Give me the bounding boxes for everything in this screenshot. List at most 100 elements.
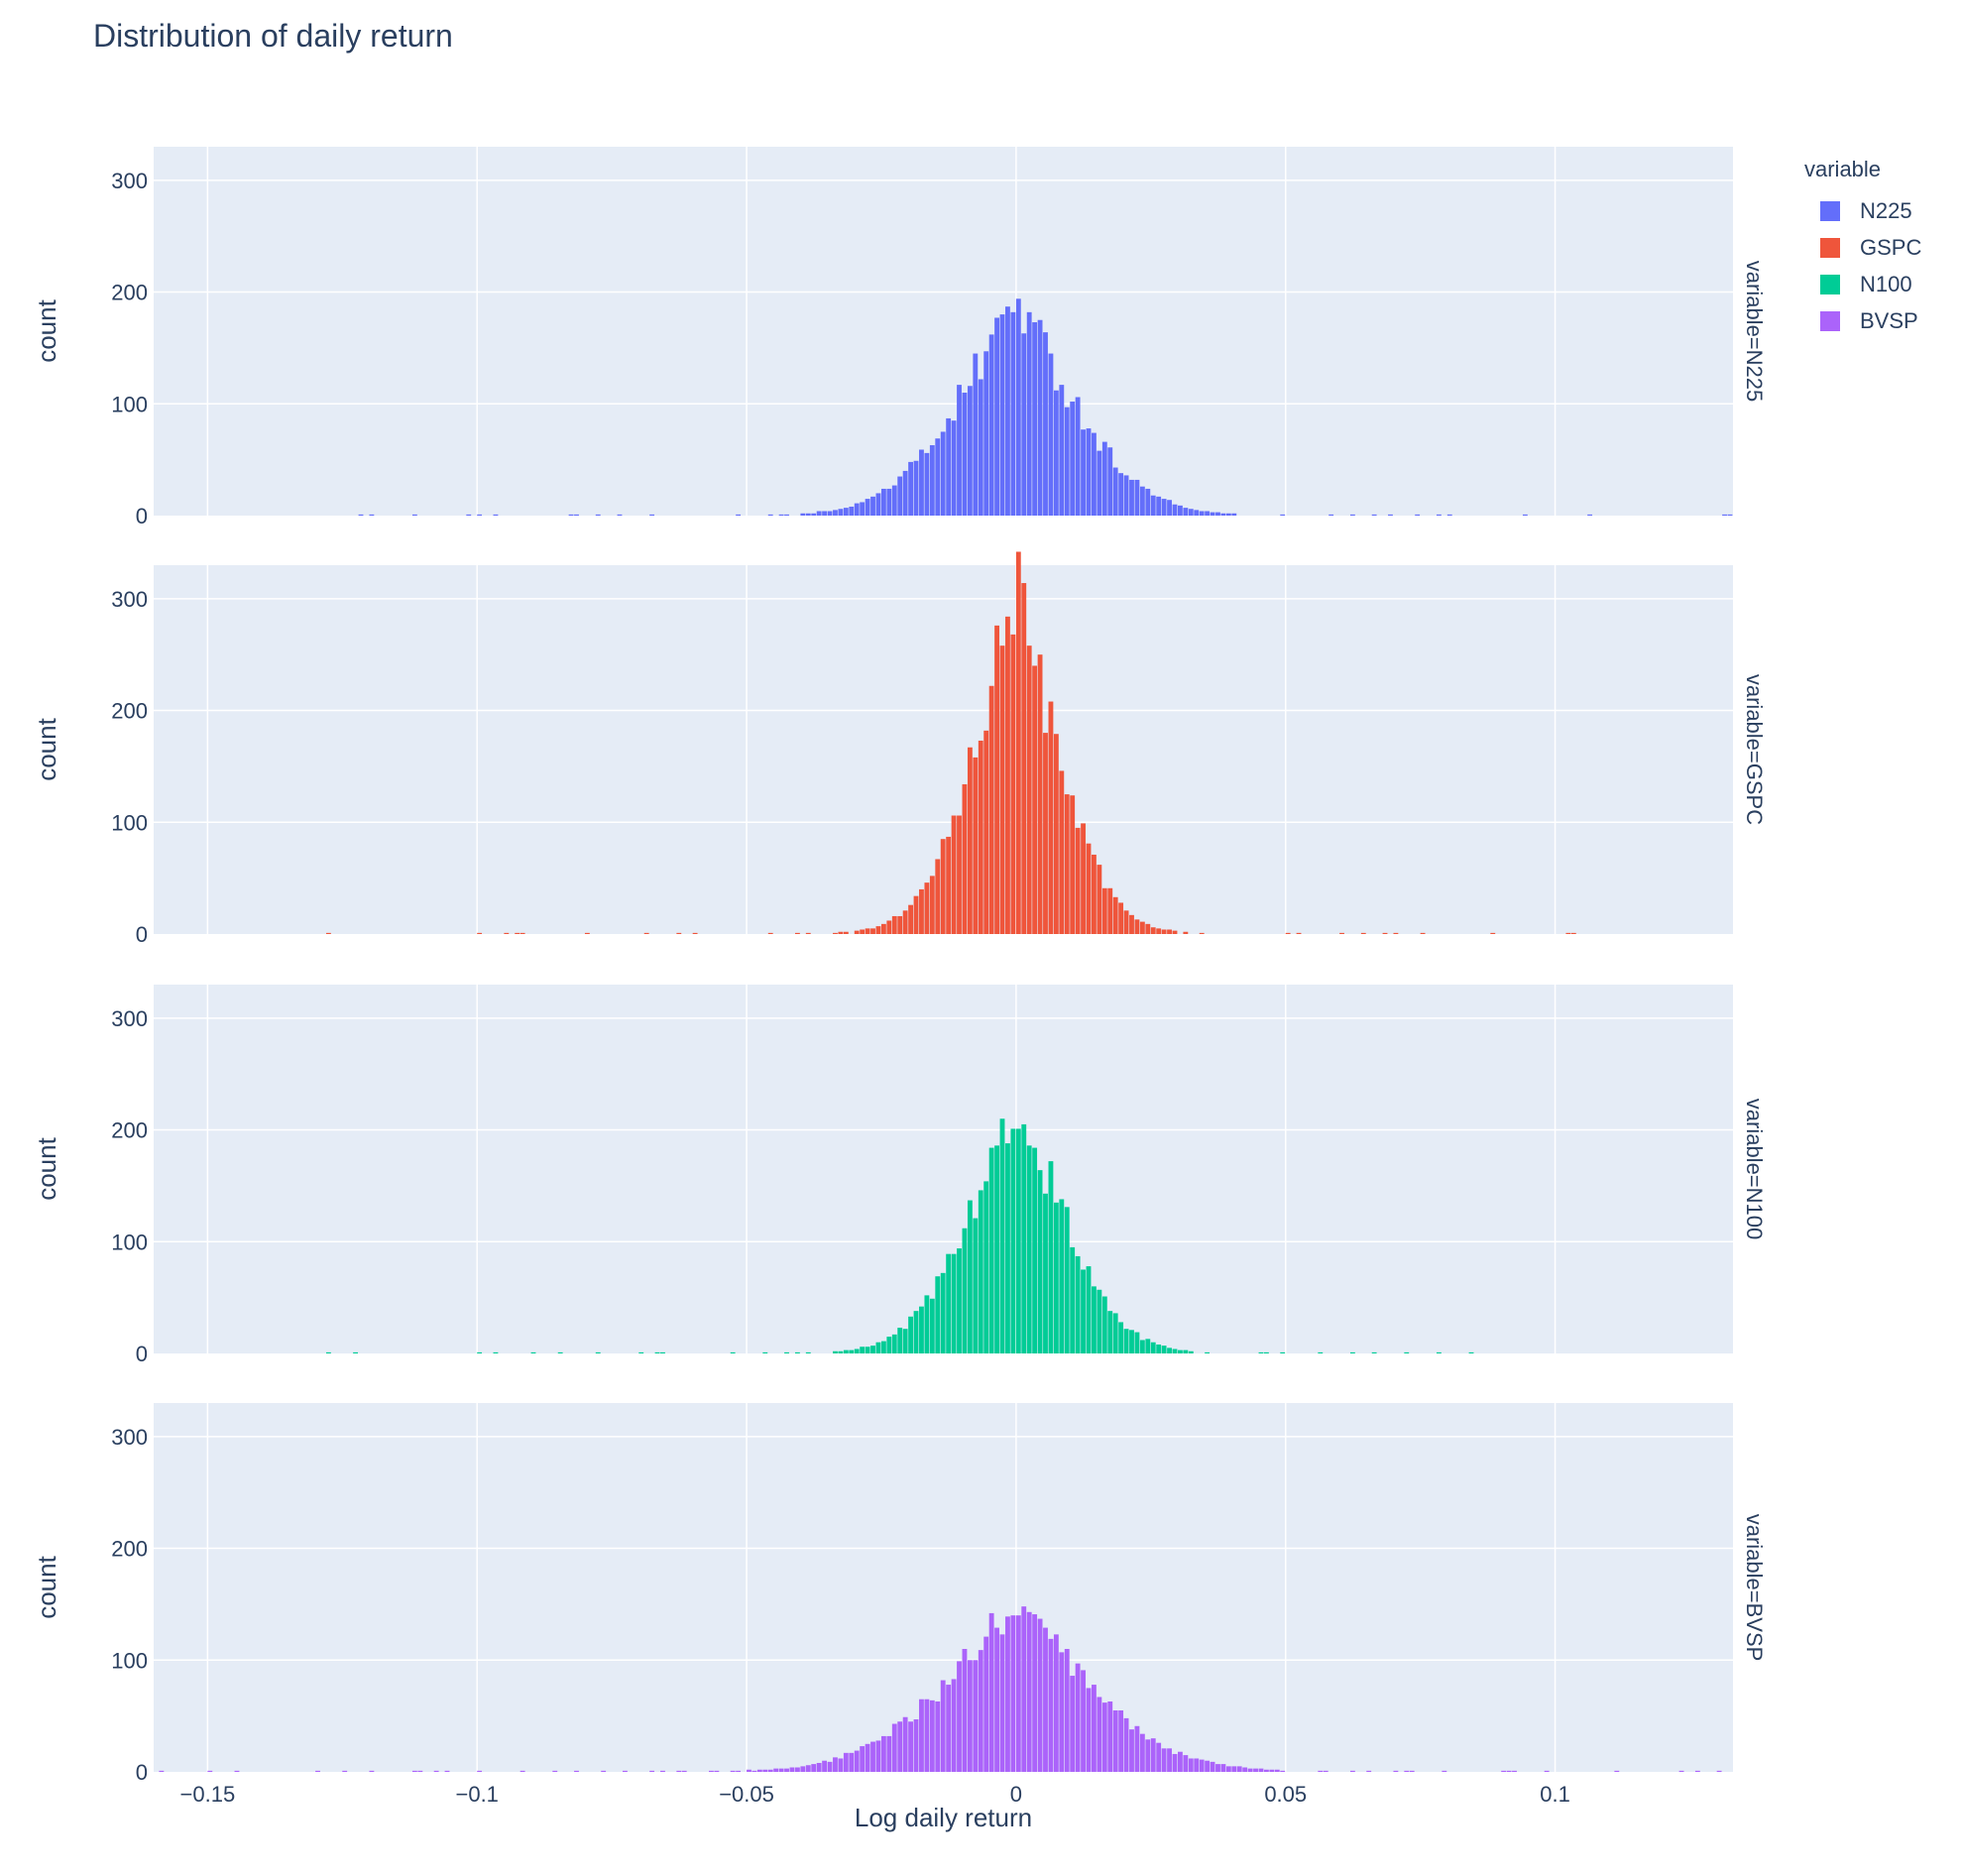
bar (838, 1350, 844, 1353)
bar (908, 904, 913, 934)
bars-gspc (325, 551, 1576, 934)
bar (1005, 306, 1010, 516)
bar (978, 1650, 983, 1772)
bar (325, 932, 331, 934)
bar (1716, 1770, 1722, 1772)
bar (967, 747, 973, 934)
legend-item-n100[interactable]: N100 (1804, 266, 1921, 302)
bar (1490, 932, 1496, 934)
bar (957, 385, 962, 516)
bar (358, 514, 364, 516)
bar (1059, 385, 1065, 516)
bar (466, 514, 472, 516)
bar (897, 1721, 903, 1772)
bar (1296, 932, 1302, 934)
bar (649, 1770, 655, 1772)
bar (1107, 1311, 1113, 1353)
bar (789, 1767, 795, 1772)
legend-item-bvsp[interactable]: BVSP (1804, 302, 1921, 339)
bar (1205, 1351, 1211, 1353)
bar (1544, 1770, 1550, 1772)
bar (875, 926, 881, 934)
bar (865, 499, 870, 516)
bar (1263, 1769, 1269, 1772)
legend[interactable]: variable N225 GSPC N100 BVSP (1804, 157, 1921, 339)
bar (1032, 1614, 1038, 1772)
bar (1150, 1738, 1156, 1772)
bar (1194, 510, 1200, 516)
bar (1188, 509, 1194, 516)
bar (838, 1758, 844, 1772)
bar (854, 930, 860, 934)
bar (1366, 1770, 1372, 1772)
bar (1086, 1688, 1092, 1772)
bar (1075, 1663, 1081, 1772)
bar (1269, 1769, 1275, 1772)
bar (493, 514, 499, 516)
bar (1161, 929, 1167, 934)
bar (1015, 1128, 1021, 1353)
bar (1032, 1147, 1038, 1353)
bar (756, 1769, 762, 1772)
bar (1010, 1615, 1016, 1772)
bar (935, 1276, 941, 1353)
bar (1468, 1351, 1474, 1353)
facet-label-n100: variable=N100 (1742, 1099, 1767, 1239)
bar (762, 1769, 768, 1772)
bar (1081, 823, 1086, 934)
bar (886, 920, 892, 934)
bar (1145, 488, 1151, 516)
bar (1053, 1634, 1059, 1772)
y-tick-label: 200 (111, 1118, 148, 1143)
bar (1225, 1766, 1231, 1772)
panel-n100: 0 100 200 300 count variable=N100 (32, 985, 1767, 1366)
bar (1210, 1761, 1215, 1772)
bar (811, 1764, 817, 1772)
bar (994, 625, 999, 934)
bar (1231, 1766, 1237, 1772)
chart-title: Distribution of daily return (93, 18, 453, 54)
y-tick-label: 0 (136, 1342, 148, 1366)
bar (1183, 931, 1189, 934)
bar (999, 1118, 1005, 1353)
bar (493, 1351, 499, 1353)
bar (595, 1351, 601, 1353)
bar (1086, 1266, 1092, 1353)
x-tick-label: −0.1 (455, 1782, 498, 1807)
y-tick-label: 200 (111, 1537, 148, 1562)
bar (794, 932, 800, 934)
bar (843, 931, 849, 934)
bar (767, 1769, 773, 1772)
bar (617, 514, 623, 516)
bar (1172, 1348, 1178, 1353)
bar (833, 1350, 838, 1353)
bar (1436, 514, 1442, 516)
bar (940, 1272, 946, 1353)
bar (747, 1769, 751, 1772)
bar (1070, 1246, 1076, 1353)
legend-item-n225[interactable]: N225 (1804, 192, 1921, 229)
bar (1075, 1255, 1081, 1353)
bar (353, 1351, 358, 1353)
bar (880, 1341, 886, 1353)
bar (994, 1145, 999, 1353)
bar (805, 513, 811, 516)
bar (1097, 1697, 1102, 1772)
bar (504, 932, 510, 934)
bar (940, 839, 946, 934)
bar (477, 1770, 483, 1772)
bar (1183, 1755, 1189, 1772)
bar (1150, 1342, 1156, 1353)
bar (1694, 1770, 1700, 1772)
legend-label-bvsp: BVSP (1860, 307, 1918, 333)
bar (1048, 701, 1054, 934)
bar (1107, 447, 1113, 516)
bar (1070, 402, 1076, 516)
bar (568, 514, 574, 516)
bar (1172, 1753, 1178, 1772)
bar (751, 1770, 757, 1772)
legend-item-gspc[interactable]: GSPC (1804, 229, 1921, 266)
bar (1037, 1618, 1043, 1772)
bar (1215, 1764, 1220, 1772)
bar (477, 1351, 483, 1353)
